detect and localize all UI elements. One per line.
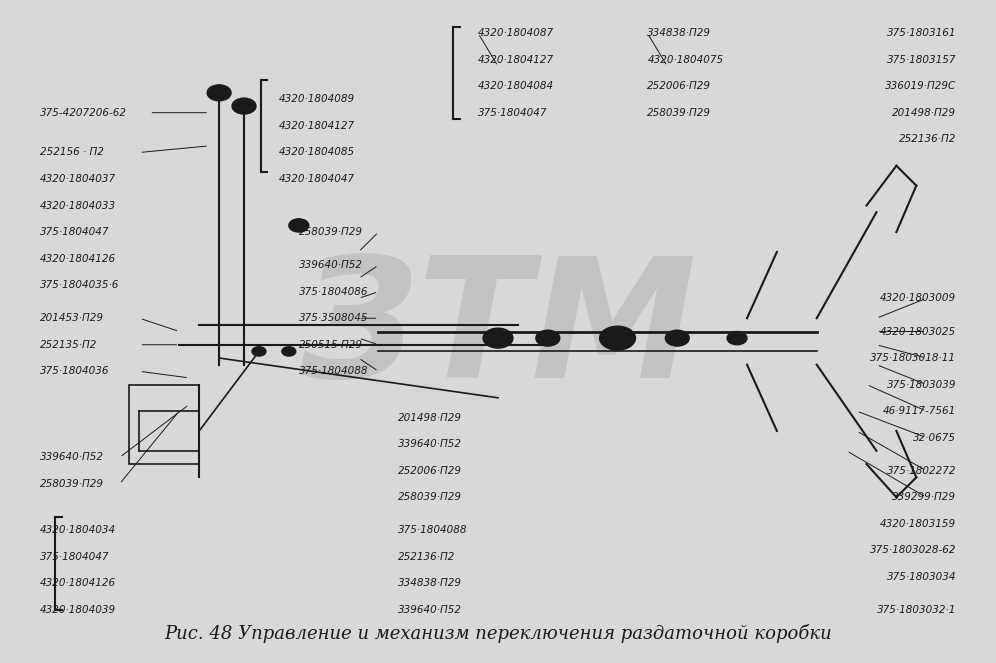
- Text: 375·1804047: 375·1804047: [40, 227, 110, 237]
- Text: 339640·П52: 339640·П52: [398, 439, 462, 450]
- Circle shape: [665, 330, 689, 346]
- Text: 339640·П52: 339640·П52: [299, 260, 363, 271]
- Text: 4320·1804039: 4320·1804039: [40, 605, 116, 615]
- Text: 375·1804047: 375·1804047: [478, 107, 548, 118]
- Text: 375·1803039: 375·1803039: [886, 379, 956, 390]
- Text: 375·1804036: 375·1804036: [40, 366, 110, 377]
- Text: 4320·1804075: 4320·1804075: [647, 54, 723, 65]
- Text: 375·1803034: 375·1803034: [886, 572, 956, 582]
- Text: 252135·П2: 252135·П2: [40, 339, 98, 350]
- Text: 252006·П29: 252006·П29: [398, 465, 462, 476]
- Text: 334838·П29: 334838·П29: [647, 28, 711, 38]
- Text: 375·1804088: 375·1804088: [299, 366, 369, 377]
- Text: 334838·П29: 334838·П29: [398, 578, 462, 589]
- Text: 375·1803161: 375·1803161: [886, 28, 956, 38]
- Text: 375·1803157: 375·1803157: [886, 54, 956, 65]
- Text: Рис. 48 Управление и механизм переключения раздаточной коробки: Рис. 48 Управление и механизм переключен…: [164, 624, 832, 643]
- Text: 375·1804047: 375·1804047: [40, 552, 110, 562]
- Text: 375·1804088: 375·1804088: [398, 525, 468, 536]
- Circle shape: [600, 326, 635, 350]
- Text: 375·1803028-62: 375·1803028-62: [870, 545, 956, 556]
- Text: 252136·П2: 252136·П2: [398, 552, 456, 562]
- Text: 339299·П29: 339299·П29: [892, 492, 956, 503]
- Circle shape: [483, 328, 513, 348]
- Text: 252156 · П2: 252156 · П2: [40, 147, 104, 158]
- Text: 201498·П29: 201498·П29: [892, 107, 956, 118]
- Text: 4320·1804034: 4320·1804034: [40, 525, 116, 536]
- Text: 375·1803018·11: 375·1803018·11: [871, 353, 956, 363]
- Circle shape: [282, 347, 296, 356]
- Text: 375·1802272: 375·1802272: [886, 465, 956, 476]
- Text: 4320·1804085: 4320·1804085: [279, 147, 355, 158]
- Text: 252006·П29: 252006·П29: [647, 81, 711, 91]
- Text: 4320·1804084: 4320·1804084: [478, 81, 554, 91]
- Text: 4320·1804047: 4320·1804047: [279, 174, 355, 184]
- Text: 201498·П29: 201498·П29: [398, 412, 462, 423]
- Text: 4320·1803159: 4320·1803159: [880, 518, 956, 529]
- Text: 4320·1804037: 4320·1804037: [40, 174, 116, 184]
- Circle shape: [289, 219, 309, 232]
- Text: 4320·1804126: 4320·1804126: [40, 253, 116, 264]
- Text: 4320·1804033: 4320·1804033: [40, 200, 116, 211]
- Text: 375·1803032·1: 375·1803032·1: [876, 605, 956, 615]
- Circle shape: [727, 332, 747, 345]
- Text: ЗТМ: ЗТМ: [299, 250, 697, 413]
- Text: 32·0675: 32·0675: [913, 432, 956, 443]
- Text: 252136·П2: 252136·П2: [898, 134, 956, 145]
- Text: 375-4207206-62: 375-4207206-62: [40, 107, 126, 118]
- Text: 258039·П29: 258039·П29: [40, 479, 104, 489]
- Text: 4320·1803025: 4320·1803025: [880, 326, 956, 337]
- Text: 4320·1804089: 4320·1804089: [279, 94, 355, 105]
- Text: 258039·П29: 258039·П29: [398, 492, 462, 503]
- Text: 4320·1803009: 4320·1803009: [880, 293, 956, 304]
- Text: 258039·П29: 258039·П29: [647, 107, 711, 118]
- Text: 375·1804086: 375·1804086: [299, 286, 369, 297]
- Text: 4320·1804126: 4320·1804126: [40, 578, 116, 589]
- Text: 4320·1804087: 4320·1804087: [478, 28, 554, 38]
- Text: 336019·П29С: 336019·П29С: [884, 81, 956, 91]
- Circle shape: [232, 98, 256, 114]
- Circle shape: [207, 85, 231, 101]
- Text: 250515·П29: 250515·П29: [299, 339, 363, 350]
- Text: 4320·1804127: 4320·1804127: [478, 54, 554, 65]
- Text: 339640·П52: 339640·П52: [398, 605, 462, 615]
- Circle shape: [536, 330, 560, 346]
- Text: 339640·П52: 339640·П52: [40, 452, 104, 463]
- Text: 375·3508045: 375·3508045: [299, 313, 369, 324]
- Text: 201453·П29: 201453·П29: [40, 313, 104, 324]
- Text: 375·1804035·6: 375·1804035·6: [40, 280, 120, 290]
- Text: 4320·1804127: 4320·1804127: [279, 121, 355, 131]
- Text: 258039·П29: 258039·П29: [299, 227, 363, 237]
- Circle shape: [252, 347, 266, 356]
- Text: 46·9117-7561: 46·9117-7561: [882, 406, 956, 416]
